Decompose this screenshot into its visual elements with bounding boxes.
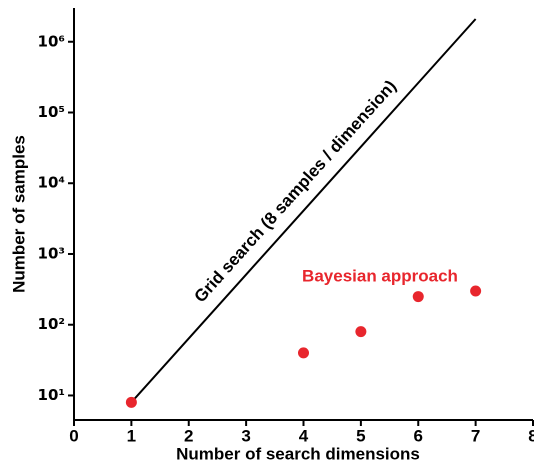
bayesian-point — [470, 285, 482, 297]
y-tick-label: 10⁶ — [38, 32, 65, 50]
y-tick-label: 10⁴ — [38, 174, 65, 192]
y-axis-label: Number of samples — [9, 135, 28, 293]
bayesian-annotation: Bayesian approach — [302, 266, 458, 285]
bayesian-point — [355, 326, 367, 338]
x-tick-label: 6 — [414, 426, 423, 445]
y-tick-label: 10¹ — [38, 386, 65, 404]
y-tick-label: 10⁵ — [38, 103, 65, 121]
x-tick-label: 5 — [356, 426, 365, 445]
x-axis-label: Number of search dimensions — [176, 444, 420, 463]
bayesian-point — [125, 396, 137, 408]
y-tick-label: 10³ — [38, 244, 65, 262]
x-tick-label: 0 — [69, 426, 78, 445]
x-tick-label: 8 — [528, 426, 534, 445]
x-tick-label: 4 — [299, 426, 309, 445]
x-tick-label: 1 — [127, 426, 136, 445]
grid-search-line — [130, 18, 477, 403]
x-tick-label: 3 — [241, 426, 250, 445]
y-tick-label: 10² — [38, 315, 65, 333]
bayesian-point — [412, 291, 424, 303]
bayesian-point — [298, 347, 309, 359]
x-tick-label: 7 — [471, 426, 480, 445]
x-tick-label: 2 — [184, 426, 193, 445]
